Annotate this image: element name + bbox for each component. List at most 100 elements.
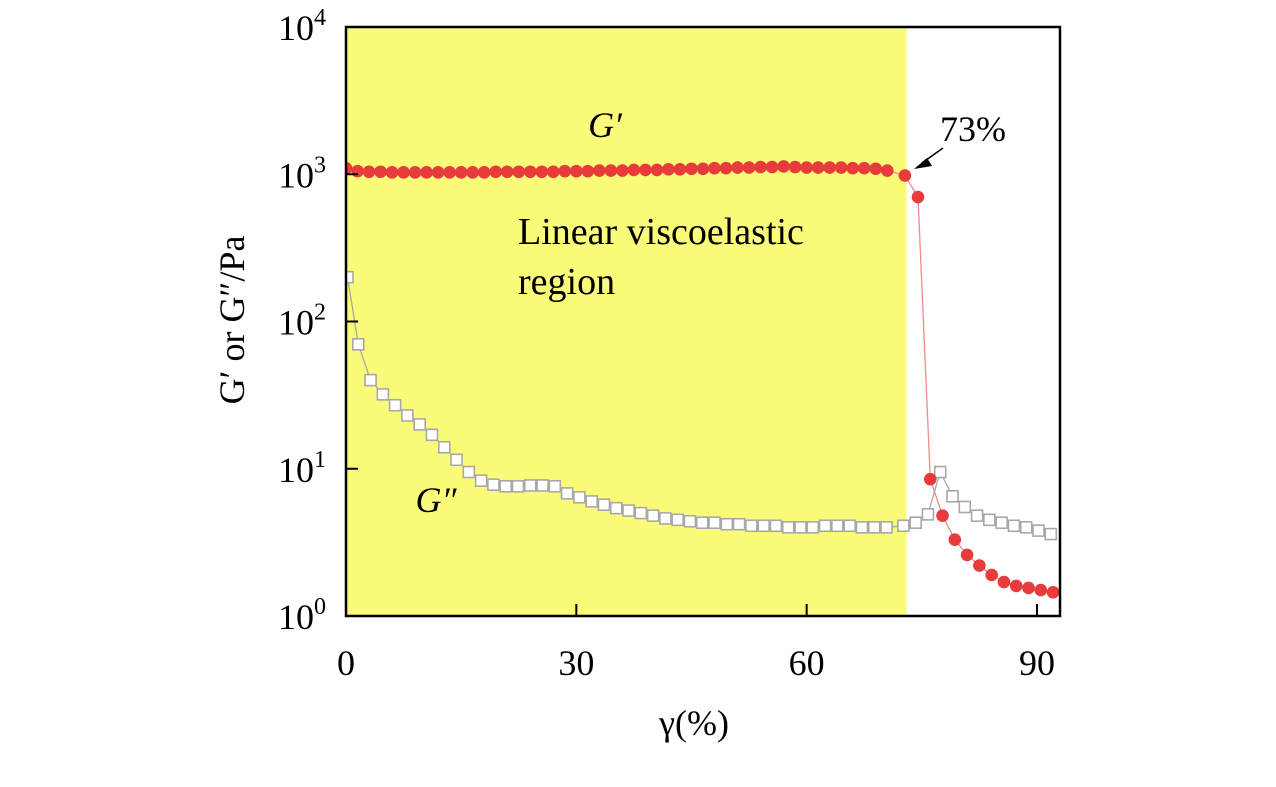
- g-double-prime-point: [346, 270, 354, 284]
- g-prime-point: [673, 163, 687, 176]
- g-prime-point: [880, 164, 894, 177]
- g-double-prime-point: [867, 521, 881, 534]
- g-prime-point: [708, 161, 721, 175]
- g-double-prime-point: [921, 508, 935, 521]
- g-prime-point: [685, 162, 698, 176]
- g-double-prime-point: [909, 516, 922, 530]
- g-double-prime-point: [536, 479, 549, 492]
- g-prime-point: [936, 509, 949, 522]
- g-double-prime-point: [548, 480, 562, 493]
- g-prime-point: [997, 575, 1011, 589]
- linear-viscoelastic-region-shading: [346, 27, 907, 616]
- g-double-prime-point: [1044, 527, 1058, 541]
- g-double-prime-point: [609, 501, 623, 515]
- g-double-prime-point: [745, 519, 758, 533]
- y-tick-label: 102: [278, 300, 326, 343]
- g-prime-point: [546, 165, 560, 179]
- g-double-prime-point: [413, 418, 427, 431]
- g-prime-point: [823, 161, 836, 174]
- g-prime-point: [454, 166, 468, 179]
- g-prime-point: [489, 165, 503, 179]
- g-double-prime-point: [671, 513, 684, 527]
- x-axis-title: γ(%): [658, 703, 729, 743]
- g-prime-point: [811, 161, 825, 174]
- y-tick-label: 104: [278, 5, 326, 48]
- g-prime-point: [719, 161, 733, 175]
- g-prime-point: [1009, 579, 1023, 593]
- g-double-prime-point: [983, 513, 996, 527]
- g-double-prime-point: [806, 521, 820, 534]
- g-double-prime-point: [970, 509, 984, 522]
- g-double-prime-point: [818, 519, 832, 533]
- g-prime-point: [846, 161, 860, 175]
- g-double-prime-point: [425, 428, 439, 442]
- g-prime-point: [948, 533, 962, 546]
- g-prime-point: [731, 161, 744, 174]
- g-double-prime-point: [995, 516, 1008, 530]
- g-double-prime-point: [794, 521, 807, 534]
- g-double-prime-point: [622, 504, 635, 517]
- region-label-line-1: Linear viscoelastic: [518, 211, 804, 253]
- g-prime-point: [627, 163, 641, 177]
- g-prime-point: [443, 166, 456, 179]
- g-prime-point: [639, 163, 652, 177]
- g-prime-point: [1046, 585, 1060, 599]
- g-double-prime-point: [462, 465, 476, 479]
- g-double-prime-point: [585, 495, 598, 508]
- g-prime-point: [800, 161, 813, 174]
- g-double-prime-point: [364, 373, 377, 387]
- x-axis: 0 30 60 90: [337, 604, 1055, 683]
- g-prime-point: [558, 164, 572, 178]
- g-prime-point: [351, 164, 364, 178]
- x-tick-label: 0: [337, 643, 355, 683]
- g-double-prime-point: [573, 490, 586, 504]
- g-double-prime-point: [659, 512, 672, 525]
- g-double-prime-point: [1007, 519, 1021, 533]
- g-double-prime-point: [732, 517, 746, 531]
- g-double-prime-point: [708, 516, 721, 530]
- g-prime-point: [523, 165, 537, 179]
- g-prime-point: [923, 472, 937, 486]
- g-prime-point: [570, 164, 583, 178]
- g-double-prime-point: [511, 480, 525, 493]
- g-prime-point: [911, 190, 925, 204]
- g-double-prime-point: [474, 474, 488, 487]
- x-tick-label: 90: [1019, 643, 1055, 683]
- g-prime-point: [696, 162, 710, 176]
- annotation-arrow: [914, 147, 944, 169]
- y-tick-label: 103: [278, 152, 326, 195]
- g-double-prime-point: [897, 519, 910, 533]
- g-prime-point: [857, 161, 871, 175]
- region-label-line-2: region: [518, 261, 615, 303]
- g-double-prime-point: [757, 519, 770, 533]
- g-double-prime-point: [450, 453, 463, 467]
- annotation-73-percent: 73%: [940, 109, 1006, 149]
- g-double-prime-point: [683, 514, 697, 528]
- g-prime-point: [662, 163, 675, 176]
- g-double-prime-point: [499, 480, 512, 493]
- g-prime-point: [777, 160, 790, 173]
- g-prime-point: [834, 161, 848, 174]
- y-axis: 100 101 102 103 104: [278, 5, 358, 637]
- g-prime-point: [500, 165, 514, 179]
- g-double-prime-point: [634, 506, 648, 520]
- g-double-prime-point: [560, 487, 574, 500]
- g-prime-point: [788, 160, 802, 174]
- g-double-prime-point: [958, 500, 972, 514]
- g-prime-point: [466, 166, 479, 179]
- g-double-prime-point: [946, 489, 959, 503]
- g-prime-point: [1022, 581, 1035, 595]
- g-prime-point: [477, 166, 491, 179]
- g-prime-point: [973, 559, 986, 572]
- g-prime-point: [408, 166, 422, 179]
- g-double-prime-point: [401, 409, 414, 422]
- g-prime-point: [742, 161, 756, 174]
- g-double-prime-point: [351, 338, 365, 351]
- g-double-prime-point: [855, 521, 869, 534]
- x-tick-label: 60: [789, 643, 825, 683]
- g-prime-point: [420, 166, 433, 179]
- g-prime-point: [593, 164, 606, 177]
- g-prime-point: [616, 164, 629, 177]
- g-double-prime-point: [1019, 521, 1033, 534]
